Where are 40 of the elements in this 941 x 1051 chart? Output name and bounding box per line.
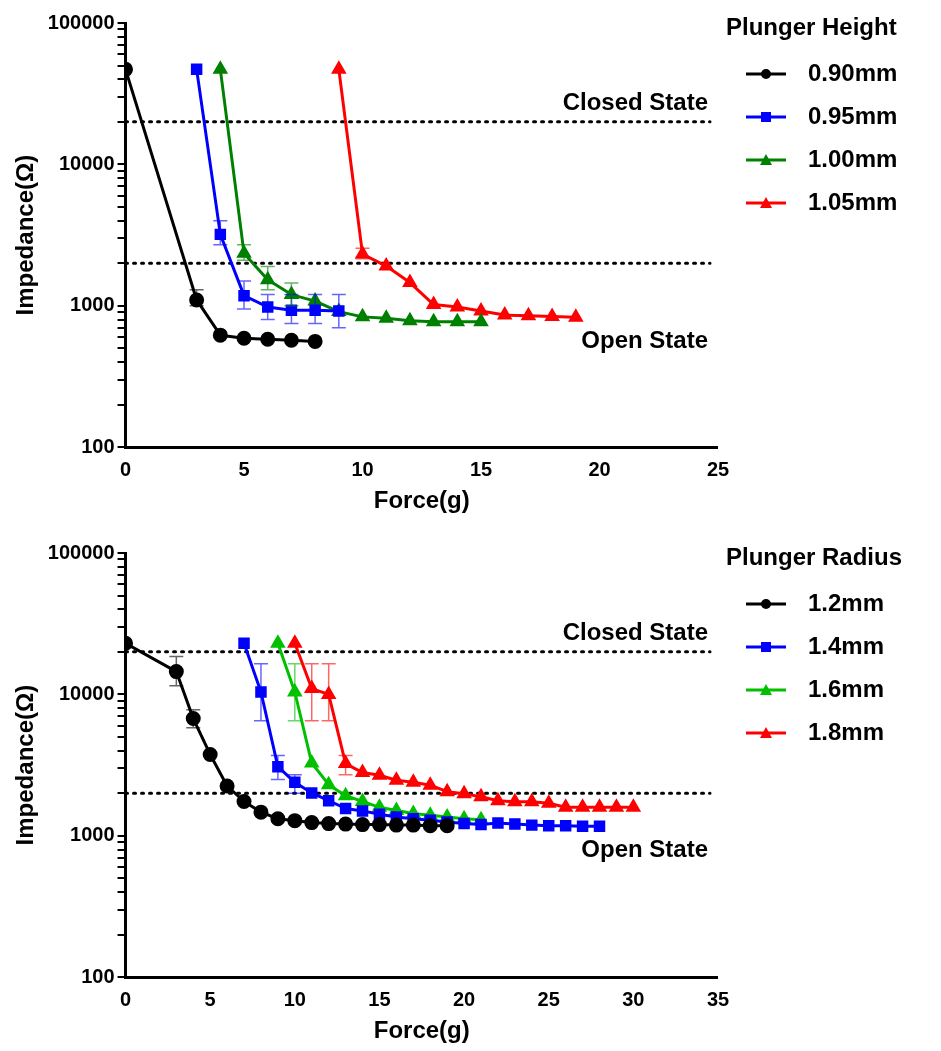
legend-label: 1.2mm [808, 588, 885, 616]
y-tick-label: 100000 [47, 540, 115, 563]
y-axis-title: Impedance(Ω) [11, 154, 39, 316]
legend-label: 1.6mm [808, 674, 885, 702]
legend-label: 1.4mm [808, 631, 885, 659]
y-tick-label: 1000 [70, 823, 115, 846]
legend-label: 1.05mm [808, 187, 898, 215]
x-tick-label: 5 [204, 987, 216, 1010]
x-tick-label: 5 [238, 457, 250, 480]
legend-label: 0.90mm [808, 58, 898, 86]
x-tick-label: 20 [452, 987, 476, 1010]
ref-line-label: Open State [581, 834, 708, 862]
legend-label: 1.8mm [808, 717, 885, 745]
x-tick-label: 15 [368, 987, 391, 1010]
legend-label: 0.95mm [808, 101, 898, 129]
x-axis-title: Force(g) [373, 486, 470, 514]
legend-title: Plunger Height [726, 12, 897, 40]
x-tick-label: 0 [119, 987, 132, 1010]
ref-line-label: Closed State [562, 618, 708, 646]
ref-line-label: Open State [581, 325, 708, 353]
x-tick-label: 35 [706, 987, 730, 1010]
x-tick-label: 25 [706, 457, 730, 480]
x-axis-title: Force(g) [373, 1016, 470, 1044]
x-tick-label: 30 [622, 987, 645, 1010]
y-tick-label: 1000 [70, 293, 115, 316]
y-tick-label: 100 [81, 434, 115, 457]
y-tick-label: 100000 [47, 10, 115, 33]
x-tick-label: 10 [283, 987, 306, 1010]
y-tick-label: 100 [81, 964, 115, 987]
y-axis-title: Impedance(Ω) [11, 684, 39, 846]
y-tick-label: 10000 [58, 151, 115, 174]
x-tick-label: 20 [588, 457, 611, 480]
x-tick-label: 10 [351, 457, 374, 480]
legend-title: Plunger Radius [726, 542, 903, 570]
x-tick-label: 0 [119, 457, 132, 480]
x-tick-label: 25 [537, 987, 560, 1010]
y-tick-label: 10000 [58, 681, 115, 704]
x-tick-label: 15 [469, 457, 493, 480]
ref-line-label: Closed State [562, 88, 708, 116]
legend-label: 1.00mm [808, 144, 898, 172]
